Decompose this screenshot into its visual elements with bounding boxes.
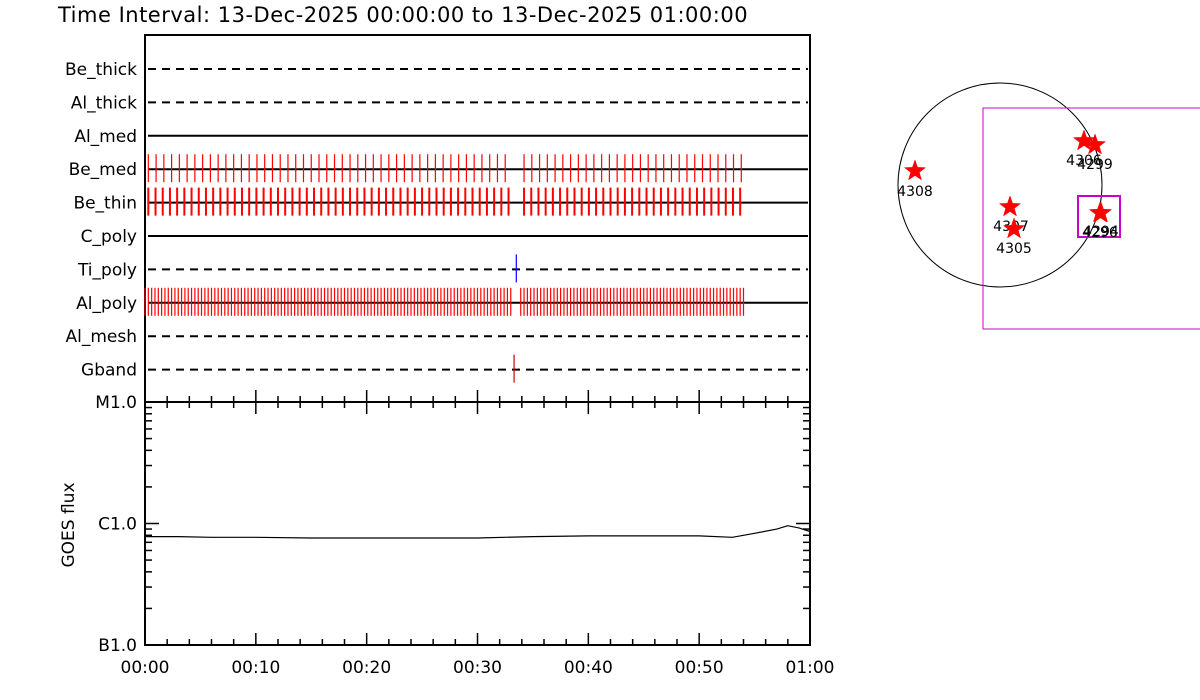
active-region-label: 4305 [996, 241, 1032, 257]
filter-label-be-med: Be_med [69, 160, 137, 180]
active-region-star [903, 159, 927, 181]
filter-label-c-poly: C_poly [81, 227, 137, 247]
x-tick-label: 00:10 [231, 658, 280, 678]
active-region-label: 4308 [897, 184, 933, 200]
x-tick-label: 00:30 [453, 658, 502, 678]
active-region-label: 4299 [1077, 157, 1113, 173]
timeline-frame [144, 34, 811, 403]
y-tick-label: C1.0 [98, 515, 137, 535]
x-tick-label: 00:50 [675, 658, 724, 678]
y-tick-label: B1.0 [98, 636, 137, 656]
y-tick-label: M1.0 [95, 393, 137, 413]
goes-frame [144, 401, 811, 646]
fov-box-large [982, 107, 1200, 330]
solar-limb-circle [897, 82, 1103, 288]
active-region-star [1002, 217, 1026, 239]
fov-box-small [1077, 195, 1121, 238]
x-tick-label: 00:40 [564, 658, 613, 678]
filter-label-al-poly: Al_poly [76, 294, 137, 314]
x-tick-label: 01:00 [786, 658, 835, 678]
goes-flux-panel: B1.0 C1.0 M1.0 GOES flux 00:00 00:10 00:20 00:3… [59, 390, 835, 678]
x-tick-label: 00:00 [121, 658, 170, 678]
filter-label-ti-poly: Ti_poly [77, 260, 137, 280]
active-region-label: 4296 [1082, 225, 1118, 241]
filter-label-be-thick: Be_thick [65, 60, 137, 80]
solar-disk-map: 4308430743054306429942964294 [897, 82, 1200, 330]
active-region-star [1089, 201, 1113, 223]
active-region-label: 4306 [1066, 153, 1102, 169]
filter-label-al-med: Al_med [74, 127, 137, 147]
filter-timeline-panel: Be_thick Al_thick Al_med Be_med Be_thin C_pol… [65, 34, 811, 403]
filter-label-al-thick: Al_thick [71, 93, 137, 113]
active-region-star [1072, 129, 1096, 151]
filter-label-gband: Gband [81, 361, 137, 381]
active-region-star [998, 195, 1022, 217]
active-region-star [1083, 133, 1107, 155]
goes-flux-line [145, 525, 811, 539]
x-tick-label: 00:20 [342, 658, 391, 678]
y-axis-label: GOES flux [59, 482, 79, 567]
active-region-label: 4294 [1083, 224, 1119, 240]
filter-label-be-thin: Be_thin [73, 194, 137, 214]
filter-label-al-mesh: Al_mesh [65, 327, 137, 347]
time-interval-title: Time Interval: 13-Dec-2025 00:00:00 to 1… [58, 3, 749, 27]
